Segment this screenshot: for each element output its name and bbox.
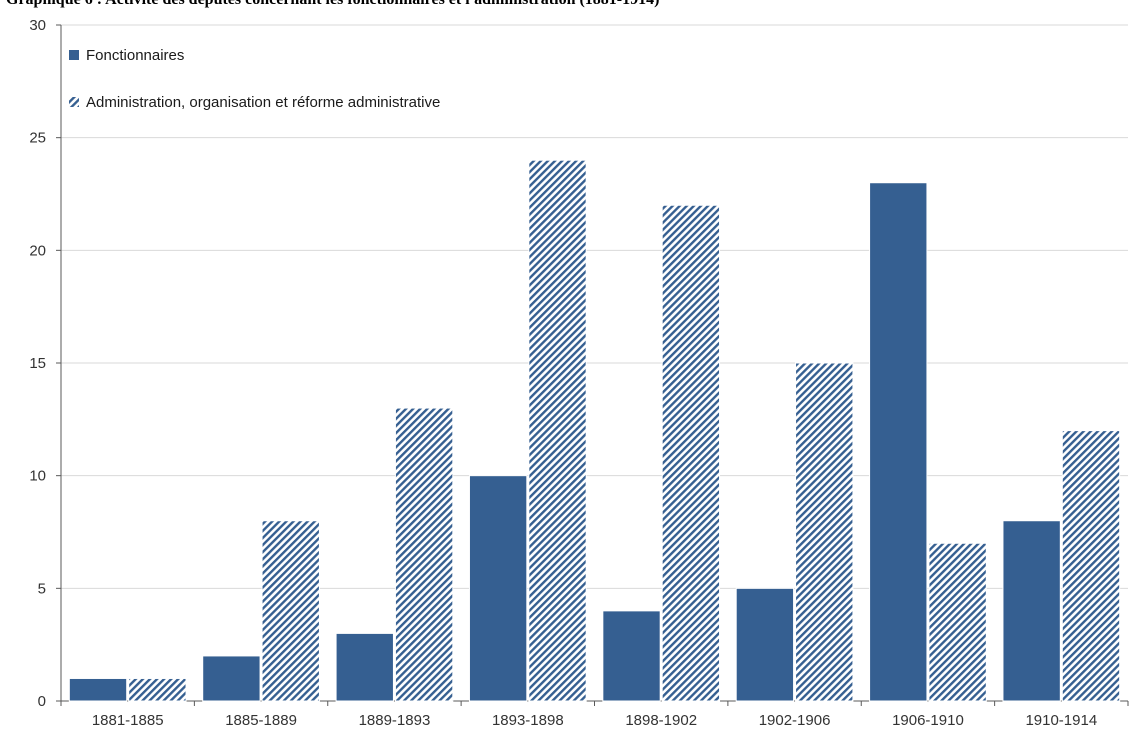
x-tick-label: 1902-1906 [759,712,831,729]
y-tick-label: 25 [29,130,46,147]
legend-label-fonctionnaires: Fonctionnaires [86,47,184,64]
x-tick-label: 1898-1902 [625,712,697,729]
y-tick-label: 0 [38,693,46,710]
bar-administration [795,362,854,702]
bar-fonctionnaires [468,475,528,702]
y-tick-label: 20 [29,242,46,259]
bar-fonctionnaires [869,182,928,702]
chart-title: Graphique 6 : Activité des députés conce… [6,0,659,9]
bar-fonctionnaires [202,655,261,702]
bar-administration [528,159,587,702]
bar-administration [661,204,721,702]
bar-fonctionnaires [1002,520,1061,702]
x-tick-label: 1885-1889 [225,712,297,729]
legend-swatch-fonctionnaires [69,50,79,60]
bar-administration [261,520,320,702]
y-tick-label: 5 [38,580,46,597]
x-tick-label: 1910-1914 [1025,712,1097,729]
bar-administration [1061,430,1121,702]
x-tick-label: 1906-1910 [892,712,964,729]
y-tick-label: 10 [29,468,46,485]
bar-administration [394,407,454,702]
tick-labels: 0 5 10 15 20 25 30 1881-1885 1885-1889 1889-1893 1… [29,17,1097,729]
bar-administration [128,677,187,702]
legend-swatch-administration [69,97,79,107]
y-tick-label: 30 [29,17,46,34]
x-tick-label: 1881-1885 [92,712,164,729]
bar-fonctionnaires [68,677,128,702]
x-tick-label: 1893-1898 [492,712,564,729]
legend: Fonctionnaires Administration, organisati… [69,47,440,111]
bars [68,159,1121,702]
bar-fonctionnaires [335,632,394,702]
x-tick-label: 1889-1893 [359,712,431,729]
y-tick-label: 15 [29,355,46,372]
legend-label-administration: Administration, organisation et réforme … [86,94,440,111]
bar-fonctionnaires [602,610,661,702]
bar-fonctionnaires [735,587,795,702]
bar-administration [928,542,987,702]
